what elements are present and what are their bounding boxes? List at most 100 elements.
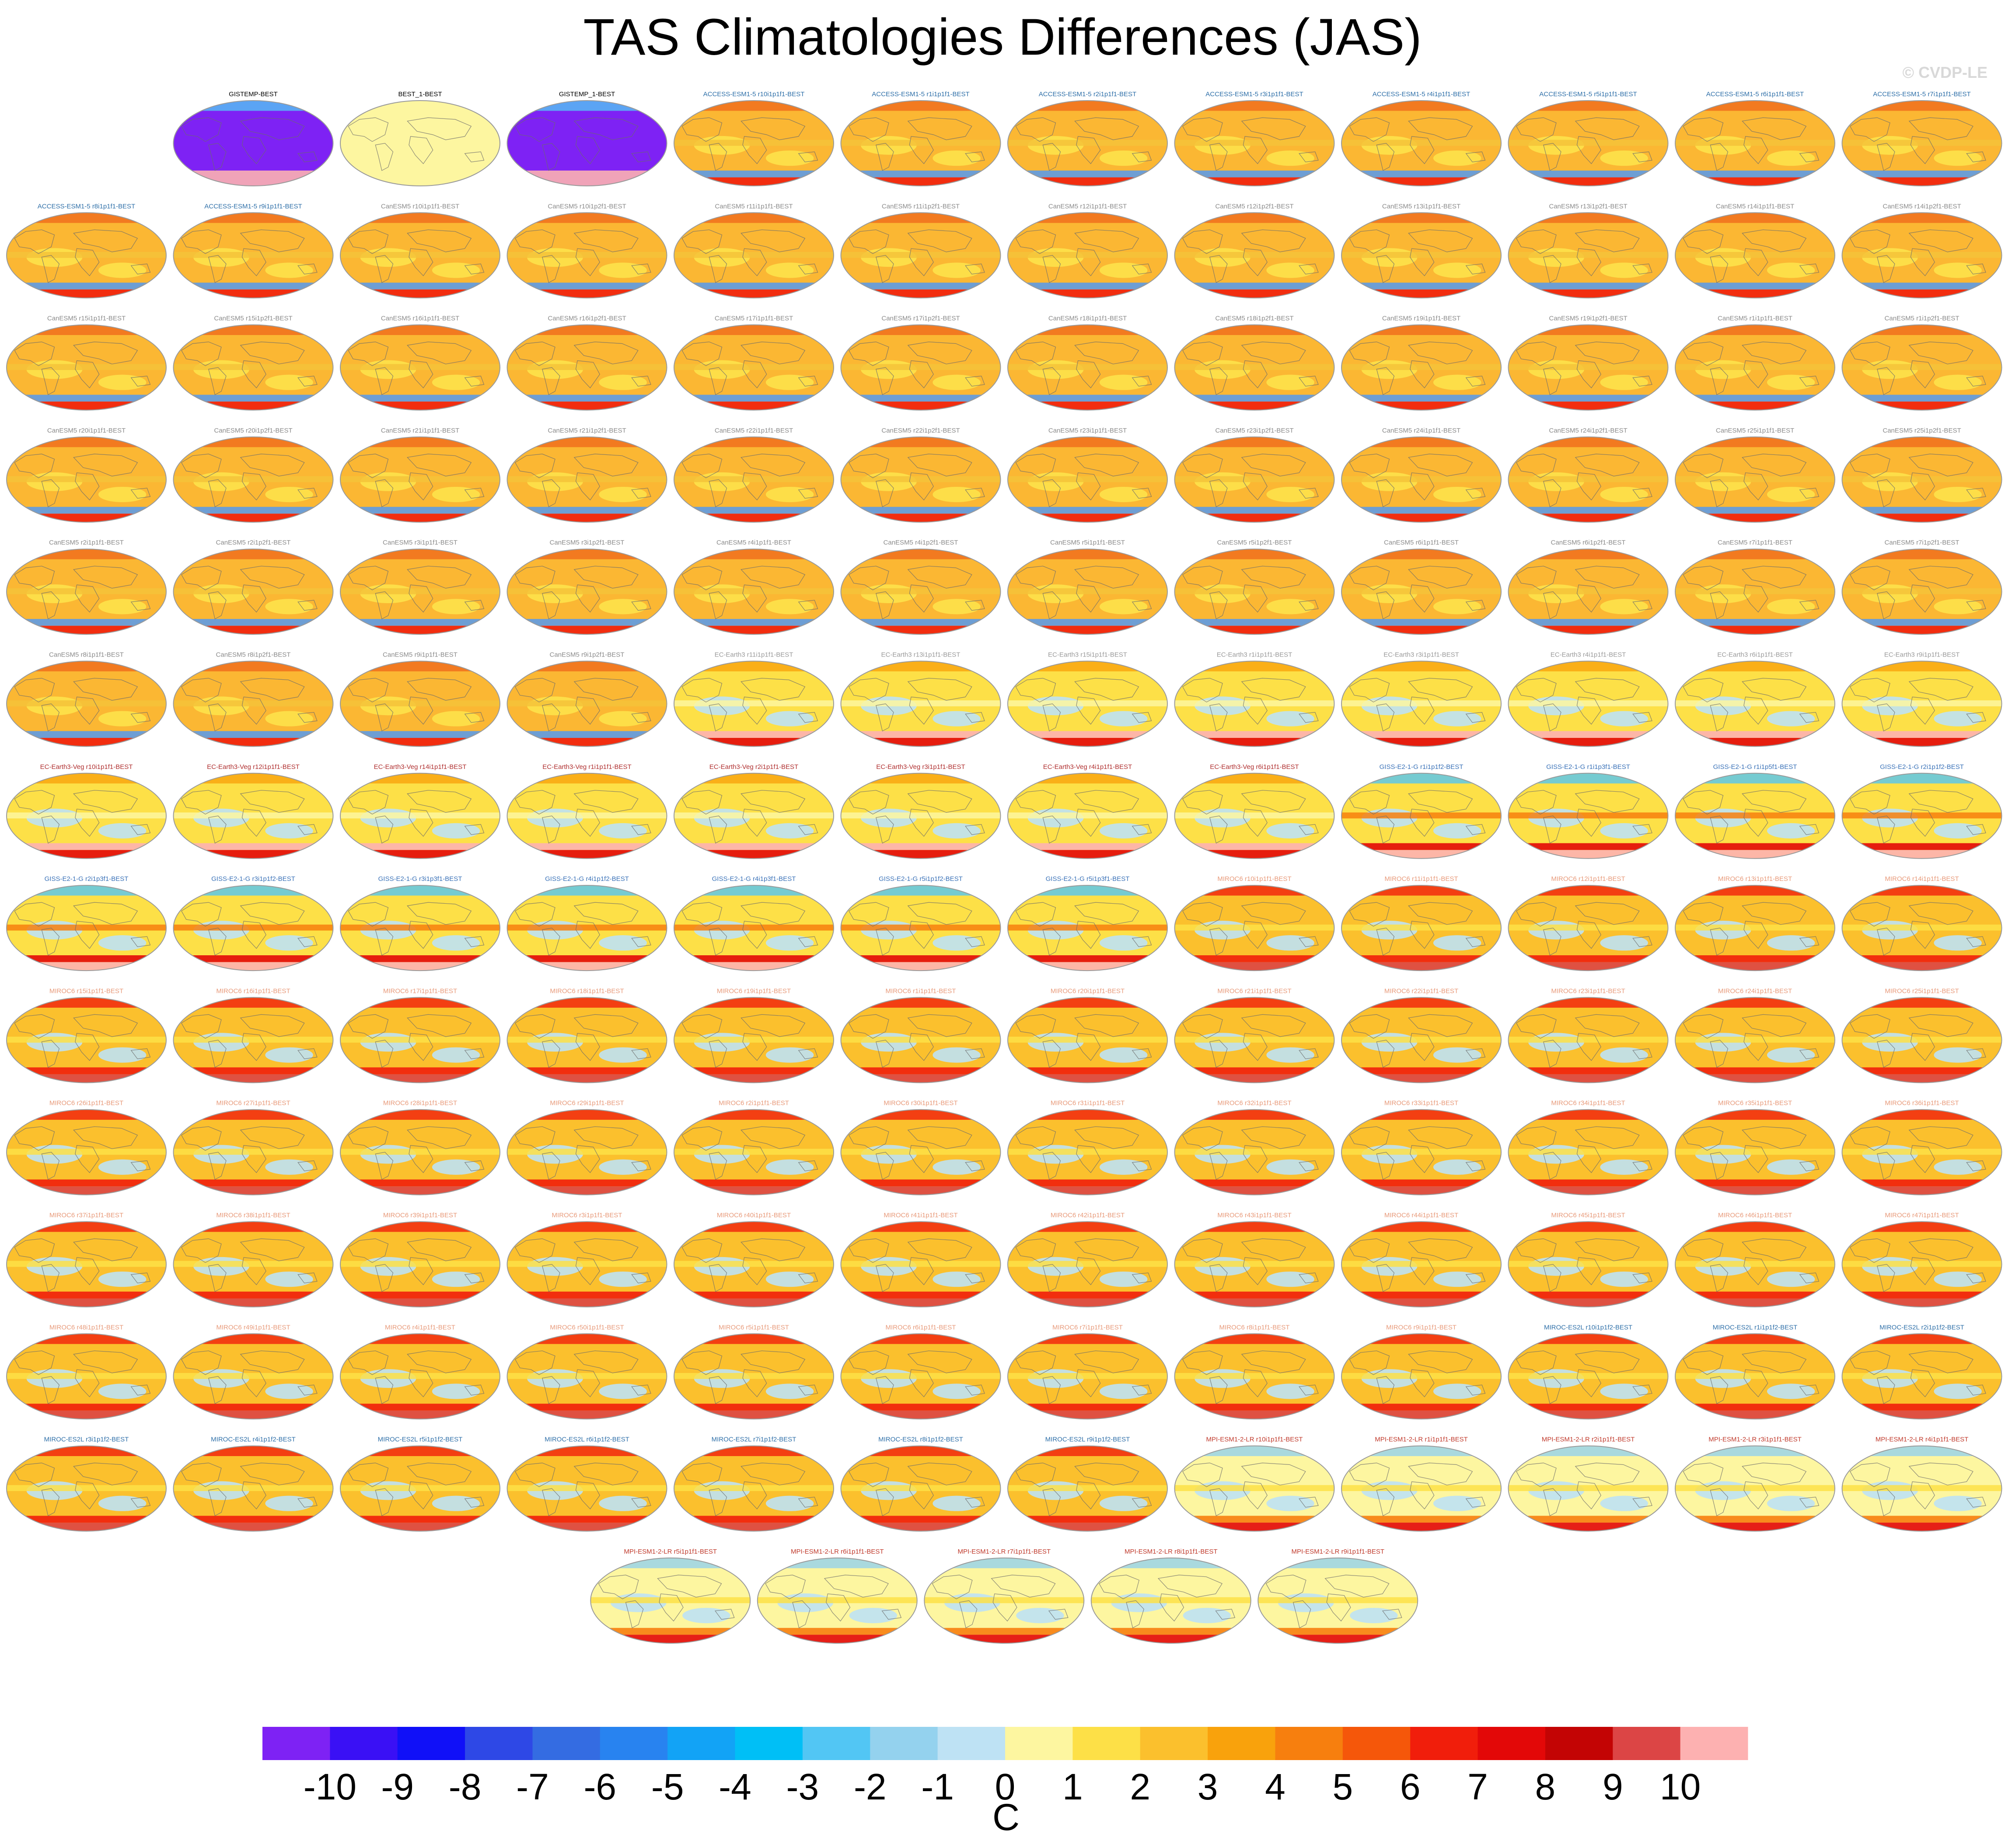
map-outline (840, 548, 1001, 635)
map-outline (1007, 885, 1168, 971)
map-outline (840, 997, 1001, 1083)
map-panel: CanESM5 r11i1p1f1-BEST (674, 203, 834, 299)
colorbar-box (600, 1727, 668, 1760)
panel-title: CanESM5 r9i1p1f1-BEST (383, 651, 458, 659)
map-outline (506, 1221, 667, 1307)
panel-title: MIROC-ES2L r2i1p1f2-BEST (1879, 1324, 1964, 1331)
panel-title: MIROC6 r36i1p1f1-BEST (1885, 1100, 1959, 1107)
map-panel: MIROC6 r1i1p1f1-BEST (840, 987, 1001, 1083)
colorbar-tick-label: -3 (786, 1766, 819, 1807)
panel-title: CanESM5 r19i1p1f1-BEST (1382, 315, 1460, 322)
map-panel: CanESM5 r1i1p1f1-BEST (1675, 315, 1835, 411)
map-outline (1341, 324, 1502, 411)
map-outline (1675, 772, 1835, 859)
map-outline (6, 1109, 167, 1195)
panel-title: ACCESS-ESM1-5 r5i1p1f1-BEST (1539, 91, 1637, 98)
map-panel: GISS-E2-1-G r1i1p5f1-BEST (1675, 763, 1835, 859)
map-outline (506, 100, 667, 186)
map-panel: CanESM5 r2i1p2f1-BEST (173, 539, 334, 635)
map-panel: CanESM5 r5i1p2f1-BEST (1174, 539, 1335, 635)
map-outline (1508, 772, 1669, 859)
map-panel: MIROC6 r29i1p1f1-BEST (506, 1100, 667, 1195)
panel-title: CanESM5 r20i1p2f1-BEST (214, 427, 292, 434)
map-outline (1007, 1221, 1168, 1307)
map-panel: MIROC6 r42i1p1f1-BEST (1007, 1212, 1168, 1307)
map-outline (1675, 1333, 1835, 1420)
map-outline (1841, 1109, 2002, 1195)
map-panel: MIROC6 r36i1p1f1-BEST (1841, 1100, 2002, 1195)
panel-title: CanESM5 r12i1p2f1-BEST (1215, 203, 1293, 210)
map-outline (840, 1221, 1001, 1307)
map-outline (1508, 1221, 1669, 1307)
map-panel: MIROC6 r46i1p1f1-BEST (1675, 1212, 1835, 1307)
map-panel: CanESM5 r16i1p2f1-BEST (506, 315, 667, 411)
panel-title: EC-Earth3-Veg r14i1p1f1-BEST (374, 763, 467, 771)
map-panel: MIROC6 r24i1p1f1-BEST (1675, 987, 1835, 1083)
panel-title: ACCESS-ESM1-5 r1i1p1f1-BEST (872, 91, 969, 98)
map-outline (674, 997, 834, 1083)
panel-title: EC-Earth3 r9i1p1f1-BEST (1884, 651, 1960, 659)
map-outline (1508, 1109, 1669, 1195)
colorbar: -10 -9 -8 -7 -6 -5 -4 -3 -2 -1 0 1 2 3 4 5 6 7 8 9 10 (262, 1727, 1748, 1807)
map-outline (1007, 660, 1168, 747)
map-panel: CanESM5 r10i1p2f1-BEST (506, 203, 667, 299)
panel-title: MIROC6 r20i1p1f1-BEST (1051, 987, 1125, 995)
map-panel: CanESM5 r3i1p2f1-BEST (506, 539, 667, 635)
map-panel: CanESM5 r12i1p2f1-BEST (1174, 203, 1335, 299)
panel-title: MPI-ESM1-2-LR r10i1p1f1-BEST (1206, 1436, 1303, 1443)
panel-title: EC-Earth3 r11i1p1f1-BEST (715, 651, 793, 659)
map-panel: MIROC6 r20i1p1f1-BEST (1007, 987, 1168, 1083)
map-outline (840, 1109, 1001, 1195)
panel-title: GISS-E2-1-G r4i1p3f1-BEST (712, 875, 796, 883)
map-panel: CanESM5 r5i1p1f1-BEST (1007, 539, 1168, 635)
map-panel: MIROC6 r14i1p1f1-BEST (1841, 875, 2002, 971)
map-panel: MPI-ESM1-2-LR r10i1p1f1-BEST (1174, 1436, 1335, 1532)
panel-title: CanESM5 r8i1p1f1-BEST (49, 651, 124, 659)
panel-title: ACCESS-ESM1-5 r7i1p1f1-BEST (1873, 91, 1970, 98)
panel-title: MIROC6 r10i1p1f1-BEST (1217, 875, 1291, 883)
map-panel: MIROC-ES2L r7i1p1f2-BEST (674, 1436, 834, 1532)
map-outline (506, 772, 667, 859)
map-outline (506, 212, 667, 299)
panel-title: MIROC6 r28i1p1f1-BEST (383, 1100, 457, 1107)
map-outline (1675, 212, 1835, 299)
map-panel: MIROC6 r47i1p1f1-BEST (1841, 1212, 2002, 1307)
map-panel: CanESM5 r10i1p1f1-BEST (340, 203, 500, 299)
colorbar-box (802, 1727, 870, 1760)
map-panel: MIROC6 r44i1p1f1-BEST (1341, 1212, 1502, 1307)
map-outline (674, 212, 834, 299)
watermark: © CVDP-LE (1902, 63, 1988, 81)
map-panel: EC-Earth3 r6i1p1f1-BEST (1675, 651, 1835, 747)
panel-title: GISS-E2-1-G r1i1p5f1-BEST (1713, 763, 1797, 771)
map-outline (840, 772, 1001, 859)
panel-title: MIROC6 r49i1p1f1-BEST (216, 1324, 290, 1331)
map-outline (1174, 1445, 1335, 1532)
panel-title: MIROC6 r15i1p1f1-BEST (49, 987, 123, 995)
map-panel: EC-Earth3-Veg r6i1p1f1-BEST (1174, 763, 1335, 859)
panel-title: MIROC6 r13i1p1f1-BEST (1718, 875, 1792, 883)
panel-title: CanESM5 r15i1p2f1-BEST (214, 315, 292, 322)
map-outline (1341, 660, 1502, 747)
colorbar-box (1545, 1727, 1613, 1760)
map-outline (173, 772, 334, 859)
map-panel: MPI-ESM1-2-LR r9i1p1f1-BEST (1257, 1548, 1418, 1644)
panel-title: MIROC6 r40i1p1f1-BEST (717, 1212, 791, 1219)
panel-title: GISTEMP_1-BEST (559, 91, 615, 98)
panel-title: CanESM5 r16i1p2f1-BEST (548, 315, 626, 322)
map-outline (1174, 324, 1335, 411)
map-panel: MIROC6 r2i1p1f1-BEST (674, 1100, 834, 1195)
map-panel: MIROC-ES2L r1i1p1f2-BEST (1675, 1324, 1835, 1420)
panel-title: MIROC6 r26i1p1f1-BEST (49, 1100, 123, 1107)
map-outline (674, 885, 834, 971)
map-outline (1508, 997, 1669, 1083)
map-outline (840, 1445, 1001, 1532)
map-panel: MIROC6 r5i1p1f1-BEST (674, 1324, 834, 1420)
panel-title: GISTEMP-BEST (229, 91, 278, 98)
map-outline (1841, 885, 2002, 971)
colorbar-tick-label: -7 (516, 1766, 549, 1807)
map-outline (6, 660, 167, 747)
map-panel: CanESM5 r13i1p2f1-BEST (1508, 203, 1669, 299)
map-panel: GISS-E2-1-G r1i1p1f2-BEST (1341, 763, 1502, 859)
map-panel: MIROC6 r3i1p1f1-BEST (506, 1212, 667, 1307)
map-panel: CanESM5 r18i1p2f1-BEST (1174, 315, 1335, 411)
